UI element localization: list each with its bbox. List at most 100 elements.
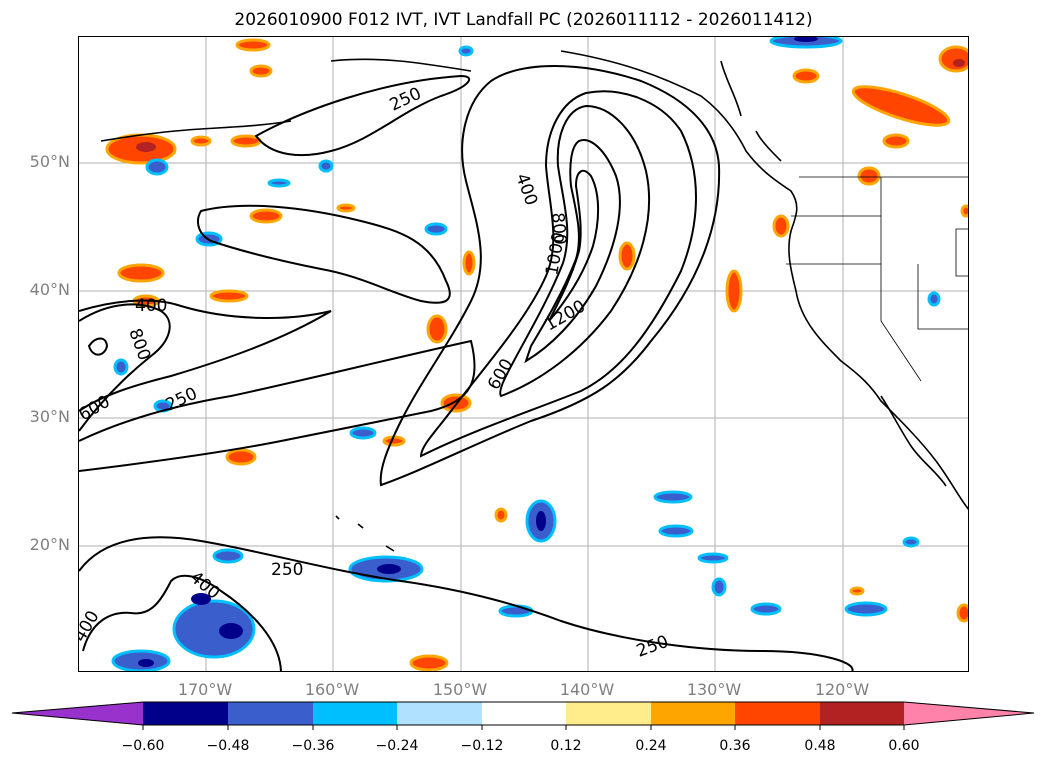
colorbar-tick-label: −0.36: [291, 738, 335, 754]
pos-blob: [426, 314, 448, 344]
neg-blob: [498, 604, 534, 618]
lon-label-120w: 120°W: [814, 680, 870, 699]
lat-label-30n: 30°N: [29, 407, 70, 426]
contour-label-250: 250: [634, 632, 671, 662]
contour-250-south: [79, 536, 854, 671]
pos-blob: [209, 289, 249, 303]
negative-pc-fills: [111, 37, 941, 671]
nevada-border: [880, 264, 922, 382]
colorbar-segment: [397, 702, 482, 725]
colorbar-tick-label: 0.12: [550, 738, 582, 754]
contour-label-800: 800: [547, 212, 570, 246]
contour-400-west: [79, 299, 332, 412]
neg-blob: [424, 222, 448, 236]
neg-blob: [349, 426, 377, 440]
neg-blob: [138, 659, 154, 667]
pos-blob: [230, 134, 262, 148]
neg-blob: [191, 593, 211, 605]
colorbar: [11, 701, 1035, 730]
ivt-contours: [79, 65, 854, 671]
contour-label-400: 400: [511, 171, 541, 208]
neg-blob: [113, 358, 129, 376]
wy-border: [955, 228, 968, 277]
neg-blob: [927, 291, 941, 307]
neg-blob: [653, 490, 693, 504]
colorbar-segment: [651, 702, 735, 725]
colorbar-segment: [735, 702, 820, 725]
colorbar-extend-high: [904, 702, 1034, 725]
baja-coast: [880, 395, 947, 487]
utah-border: [917, 264, 968, 330]
pos-blob: [960, 204, 968, 218]
colorbar-segment: [482, 702, 566, 725]
neg-blob: [212, 548, 244, 564]
neg-blob: [318, 159, 334, 173]
contour-600-west: [79, 303, 171, 432]
pos-blob: [136, 142, 156, 152]
lat-label-20n: 20°N: [29, 535, 70, 554]
neg-blob: [711, 577, 727, 597]
pos-blob: [235, 38, 271, 52]
neg-blob: [658, 524, 694, 538]
pos-blob: [382, 435, 406, 447]
lon-label-160w: 160°W: [304, 680, 360, 699]
neg-blob: [458, 45, 474, 57]
contour-label-250: 250: [163, 384, 201, 416]
pos-blob: [938, 45, 968, 73]
contour-250-river: [379, 65, 721, 487]
contour-250-west: [197, 204, 451, 304]
lat-label-40n: 40°N: [29, 280, 70, 299]
colorbar-ticks: [142, 725, 905, 730]
neg-blob: [794, 37, 818, 42]
colorbar-tick-label: −0.48: [206, 738, 250, 754]
neg-blob: [145, 158, 169, 176]
pos-blob: [772, 214, 790, 238]
colorbar-segment: [566, 702, 651, 725]
pos-blob: [409, 654, 449, 671]
contour-400-south: [82, 574, 282, 671]
pos-blob: [857, 166, 881, 186]
colorbar-tick-label: 0.24: [635, 738, 667, 754]
neg-blob: [536, 511, 546, 531]
pos-blob: [336, 203, 356, 213]
state-borders: [786, 176, 968, 382]
neg-blob: [902, 536, 920, 548]
neg-blob: [750, 602, 782, 616]
pos-blob: [225, 448, 257, 466]
pos-blob: [792, 68, 820, 84]
contour-600-river: [499, 104, 651, 398]
colorbar-extend-low: [12, 702, 143, 725]
neg-blob: [267, 178, 291, 188]
pos-blob: [190, 135, 212, 147]
contour-250-north: [254, 74, 471, 157]
map-title: 2026010900 F012 IVT, IVT Landfall PC (20…: [234, 10, 813, 30]
colorbar-tick-label: −0.12: [460, 738, 504, 754]
pos-blob: [851, 85, 951, 127]
hawaii-islands: [335, 515, 395, 552]
lon-label-150w: 150°W: [432, 680, 488, 699]
pos-blob: [725, 269, 743, 313]
colorbar-tick-label: 0.36: [719, 738, 751, 754]
neg-blob: [697, 552, 729, 564]
contour-label-250: 250: [271, 560, 303, 580]
map-panel: 250 250 250 250 400 400 400 400 600 600 …: [78, 36, 969, 672]
neg-blob: [377, 564, 401, 574]
neg-blob: [172, 599, 256, 659]
pos-blob: [618, 241, 636, 271]
colorbar-segment: [228, 702, 313, 725]
lon-label-170w: 170°W: [177, 680, 233, 699]
map-canvas: 250 250 250 250 400 400 400 400 600 600 …: [79, 37, 968, 671]
colorbar-segment: [143, 702, 228, 725]
contour-label-400: 400: [79, 607, 104, 645]
pos-blob: [462, 250, 476, 276]
lat-label-50n: 50°N: [29, 152, 70, 171]
colorbar-segment: [820, 702, 904, 725]
pos-blob: [882, 133, 910, 149]
pos-blob: [117, 263, 165, 283]
contour-800-west: [87, 337, 109, 356]
pos-blob: [953, 59, 965, 67]
lon-label-130w: 130°W: [686, 680, 742, 699]
pos-blob: [849, 586, 865, 596]
lon-label-140w: 140°W: [559, 680, 615, 699]
neg-blob: [844, 601, 888, 617]
